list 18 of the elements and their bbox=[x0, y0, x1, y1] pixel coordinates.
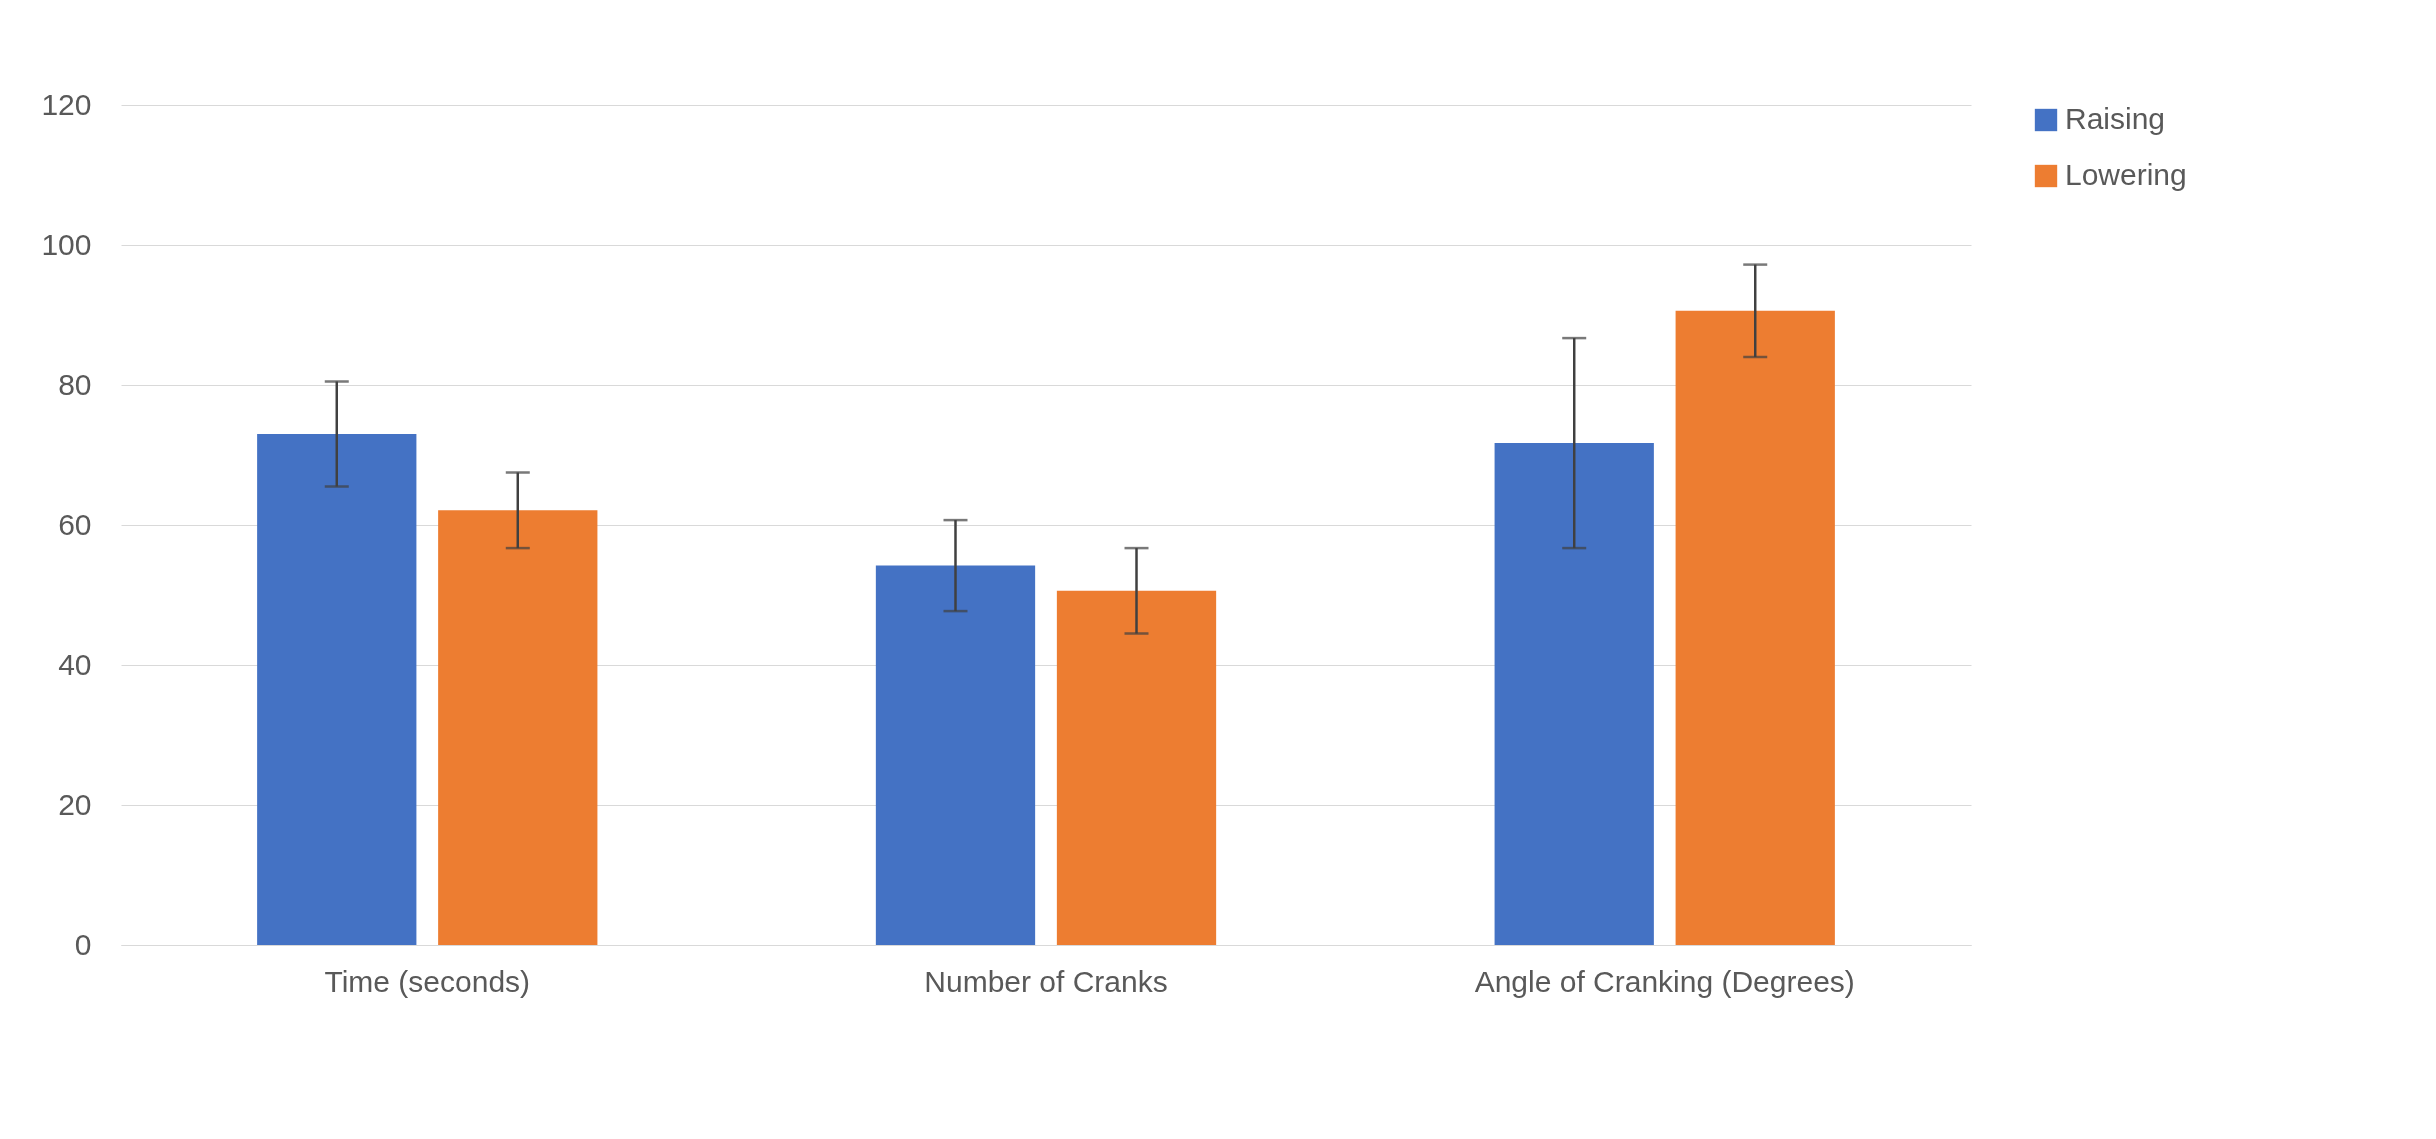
y-tick-label: 20 bbox=[58, 787, 92, 821]
bar bbox=[1494, 443, 1654, 945]
bar bbox=[1056, 590, 1217, 945]
legend-label: Raising bbox=[2065, 102, 2166, 135]
x-tick-label: Angle of Cranking (Degrees) bbox=[1474, 964, 1855, 998]
bar bbox=[1675, 310, 1835, 945]
y-tick-label: 0 bbox=[74, 927, 92, 961]
y-tick-label: 120 bbox=[41, 87, 92, 121]
x-tick-label: Time (seconds) bbox=[324, 964, 531, 998]
bar bbox=[438, 510, 598, 945]
y-tick-label: 40 bbox=[58, 647, 92, 681]
bar bbox=[875, 565, 1036, 945]
y-tick-label: 60 bbox=[58, 507, 92, 541]
x-tick-label: Number of Cranks bbox=[924, 964, 1168, 998]
bar bbox=[257, 434, 417, 945]
legend-label: Lowering bbox=[2065, 158, 2187, 191]
y-tick-label: 80 bbox=[58, 367, 92, 401]
y-tick-label: 100 bbox=[41, 227, 92, 261]
